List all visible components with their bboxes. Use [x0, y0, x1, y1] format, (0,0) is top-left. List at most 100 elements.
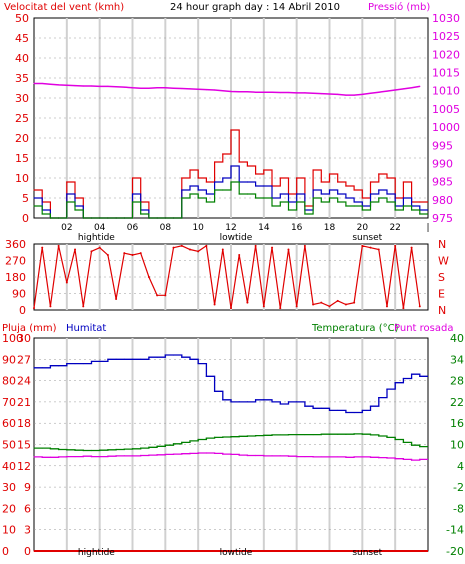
pressure-point [410, 87, 413, 89]
gust_avg-point [279, 193, 281, 195]
wind_avg-point [123, 217, 125, 219]
dew-point [197, 452, 199, 454]
temperature-tick-label: 4 [457, 460, 464, 473]
humidity-point [189, 358, 191, 360]
wind_avg-point [410, 209, 413, 211]
humidity-point [287, 401, 290, 403]
dew-point [164, 453, 166, 456]
pressure-tick-label: 1020 [432, 48, 460, 61]
temperature-tick-label: -20 [446, 545, 464, 558]
wind_avg-point [337, 201, 339, 203]
pressure-point [74, 85, 76, 87]
wind_avg-point [312, 197, 314, 199]
gust_avg-point [246, 181, 249, 183]
pressure-point [378, 91, 380, 93]
rain-point [164, 550, 166, 552]
pressure-point [41, 82, 43, 85]
pressure-point [287, 91, 290, 94]
pressure-point [99, 85, 101, 87]
gust-point [33, 189, 35, 191]
humidity-scale-tick-label: 6 [24, 502, 31, 515]
wind_avg-point [369, 201, 372, 203]
pressure-point [115, 86, 117, 88]
gust-point [205, 181, 207, 183]
pressure-point [33, 82, 35, 85]
pressure-point [189, 88, 191, 90]
rain-tick-label: 100 [2, 332, 23, 345]
wind-tick-label: 30 [15, 92, 29, 105]
gust_avg-point [378, 189, 380, 191]
temperature-point [296, 433, 298, 436]
temperature-point [90, 449, 93, 452]
humidity-point [74, 362, 76, 365]
temperature-point [419, 446, 421, 448]
wind_avg-point [74, 209, 76, 211]
gust-point [189, 169, 191, 171]
pressure-point [181, 87, 183, 90]
rain-point [369, 550, 372, 552]
temperature-point [320, 433, 322, 435]
temperature-point [238, 435, 240, 437]
humidity-point [33, 367, 35, 369]
rain-point [337, 550, 339, 552]
dew-point [246, 454, 249, 457]
temperature-point [287, 433, 290, 436]
x-tick-label: 20 [357, 223, 369, 233]
gust_avg-point [328, 189, 331, 191]
temperature-point [394, 438, 396, 441]
humidity-point [41, 367, 43, 369]
x-tick-label: 16 [291, 223, 303, 233]
temperature-point [140, 447, 142, 449]
pressure-point [394, 89, 396, 91]
wind_avg-point [58, 217, 60, 219]
dew-point-axis-label: Punt rosada [394, 323, 453, 334]
rain-point [246, 550, 249, 552]
pressure-point [140, 87, 142, 89]
gust_avg-point [337, 193, 339, 195]
rain-axis-label: Pluja (mm) [2, 323, 57, 334]
gust-point [378, 173, 380, 175]
graph-title: 24 hour graph day : 14 Abril 2010 [170, 2, 340, 13]
pressure-point [419, 85, 421, 87]
dew-point [115, 455, 117, 457]
gust_avg-point [33, 197, 35, 199]
rain-point [238, 550, 240, 552]
rain-tick-label: 30 [2, 481, 16, 494]
tide-annotation: hightide [78, 548, 115, 558]
temperature-point [353, 433, 355, 435]
wind_avg-point [230, 181, 232, 183]
gust-point [279, 177, 281, 179]
wind-axis-label: Velocitat del vent (kmh) [4, 2, 124, 13]
temperature-point [107, 449, 109, 451]
humidity-point [107, 358, 109, 360]
pressure-point [172, 87, 175, 89]
dew-point [255, 454, 257, 457]
pressure-series-line [34, 82, 420, 96]
pressure-tick-label: 1030 [432, 12, 460, 25]
temperature-point [312, 433, 314, 436]
wind_avg-point [82, 217, 84, 219]
temperature-point [82, 449, 84, 452]
rain-point [181, 550, 183, 552]
rain-point [49, 550, 52, 552]
wind_avg-point [296, 201, 298, 203]
rain-point [353, 550, 355, 552]
wind_avg-point [140, 213, 142, 215]
humidity-point [271, 401, 273, 403]
dew-point [419, 458, 421, 461]
rain-point [90, 550, 93, 552]
wind_avg-point [33, 205, 35, 207]
humidity-point [337, 409, 339, 412]
gust_avg-point [255, 185, 257, 187]
temperature-point [255, 435, 257, 437]
wind_avg-point [279, 201, 281, 203]
gust-point [296, 177, 298, 179]
gust_avg-point [402, 197, 404, 199]
dew-point [66, 455, 68, 458]
wind_avg-point [238, 193, 240, 195]
gust-point [255, 173, 257, 175]
gust-point [353, 189, 355, 191]
rain-point [255, 550, 257, 552]
pressure-point [90, 85, 93, 87]
pressure-point [66, 84, 68, 86]
